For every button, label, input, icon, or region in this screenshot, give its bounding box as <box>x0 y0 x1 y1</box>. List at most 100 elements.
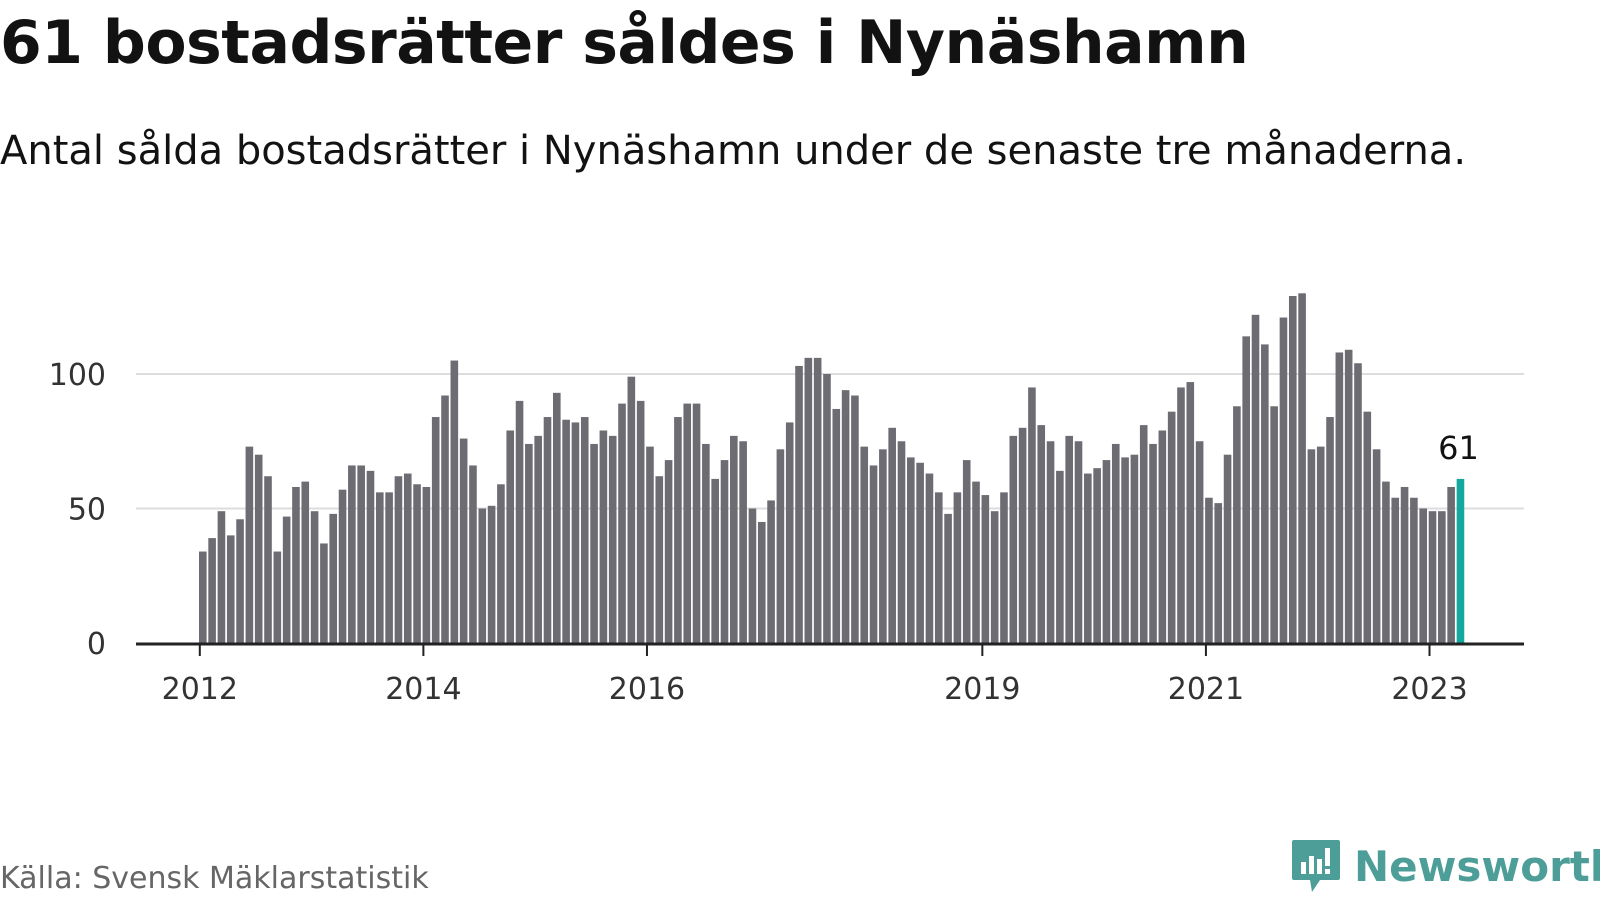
bar <box>534 435 542 643</box>
bar <box>1121 457 1129 643</box>
bar <box>1391 497 1400 643</box>
highlight-value-label: 61 <box>1438 429 1479 467</box>
x-tick-label: 2023 <box>1391 672 1467 707</box>
bar <box>226 535 235 643</box>
bar <box>394 476 403 643</box>
bar <box>776 449 785 643</box>
bar <box>1149 443 1157 643</box>
bar <box>1167 411 1176 643</box>
bar <box>292 486 300 643</box>
bar <box>646 446 654 643</box>
bar <box>934 492 943 643</box>
bar <box>1372 449 1381 643</box>
bar <box>636 400 645 643</box>
newsworthy-logo-icon <box>1292 840 1340 892</box>
bar <box>376 492 384 643</box>
bar <box>1298 293 1306 643</box>
bar <box>450 360 459 643</box>
bar <box>422 486 431 643</box>
bar <box>618 403 626 643</box>
bar <box>1028 387 1036 643</box>
bar <box>348 465 356 643</box>
bar <box>1307 449 1316 643</box>
bar <box>431 417 440 643</box>
bar <box>907 457 915 643</box>
bar <box>785 422 794 643</box>
bar <box>730 435 738 643</box>
bar <box>366 470 375 643</box>
bar <box>1214 503 1223 643</box>
bar <box>748 508 757 643</box>
bar <box>795 365 803 643</box>
bar <box>925 473 934 643</box>
x-tick-label: 2016 <box>609 672 685 707</box>
bar <box>245 446 254 643</box>
chart-subtitle: Antal sålda bostadsrätter i Nynäshamn un… <box>0 128 1467 174</box>
bar <box>1065 435 1073 643</box>
bar <box>553 392 561 643</box>
bar <box>441 395 449 643</box>
bar <box>338 489 347 643</box>
x-tick-label: 2014 <box>385 672 461 707</box>
brand-logo: Newsworthy <box>1290 838 1600 894</box>
bar <box>1093 468 1101 643</box>
bar <box>1251 314 1260 643</box>
bar <box>1335 352 1344 643</box>
bar <box>888 427 896 643</box>
bar <box>1447 486 1455 643</box>
bar <box>273 551 282 643</box>
bar <box>599 430 608 643</box>
bar <box>403 473 412 643</box>
bar <box>1438 511 1446 643</box>
bar <box>1158 430 1167 643</box>
bar <box>385 492 393 643</box>
bar <box>897 441 906 643</box>
bar <box>506 430 515 643</box>
bar <box>497 484 505 643</box>
bar <box>1186 382 1195 643</box>
x-tick-label: 2019 <box>944 672 1020 707</box>
bar <box>1242 336 1250 643</box>
bar <box>1009 435 1018 643</box>
bar <box>1261 344 1269 643</box>
bar <box>664 460 673 643</box>
bar <box>1400 486 1409 643</box>
bar <box>1018 427 1027 643</box>
bar <box>1419 508 1427 643</box>
bar <box>757 521 766 643</box>
bar <box>254 454 263 643</box>
brand-name: Newsworthy <box>1354 841 1600 891</box>
bar <box>1363 411 1372 643</box>
bar <box>478 508 487 643</box>
bar <box>310 511 319 643</box>
bar <box>1000 492 1008 643</box>
bar <box>972 481 980 643</box>
bar <box>720 460 729 643</box>
bar <box>1316 446 1325 643</box>
bar <box>944 513 952 643</box>
bar <box>869 465 878 643</box>
bar <box>655 476 664 643</box>
bar <box>702 443 710 643</box>
bar <box>580 417 589 643</box>
bar <box>1233 406 1241 643</box>
bar <box>208 538 216 643</box>
bar <box>1195 441 1204 643</box>
bar <box>329 513 338 643</box>
bar <box>953 492 962 643</box>
bar <box>804 357 813 643</box>
bar <box>525 443 533 643</box>
bar <box>608 435 617 643</box>
bar <box>674 417 682 643</box>
bar <box>459 438 468 643</box>
bar <box>627 376 636 643</box>
bar <box>1382 481 1390 643</box>
bar <box>357 465 365 643</box>
bar <box>916 462 924 643</box>
bar <box>1205 497 1213 643</box>
y-tick-label: 100 <box>49 358 106 393</box>
y-tick-label: 0 <box>87 627 106 662</box>
bar <box>301 481 310 643</box>
bar <box>515 400 524 643</box>
